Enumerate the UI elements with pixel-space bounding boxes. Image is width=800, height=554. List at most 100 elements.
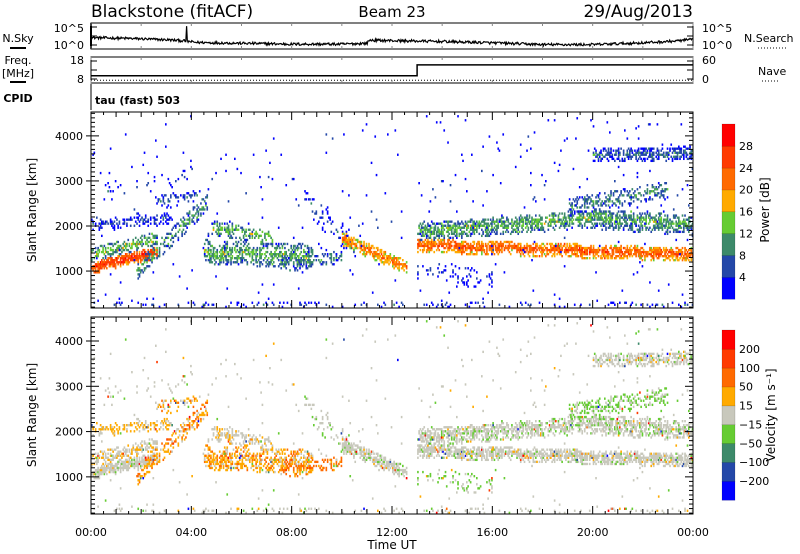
echo-cell (548, 242, 551, 246)
echo-cell (576, 255, 579, 258)
echo-cell (595, 222, 597, 225)
echo-cell (428, 242, 431, 246)
echo-cell (136, 257, 138, 260)
echo-cell (464, 240, 467, 244)
echo-cell (124, 261, 127, 264)
echo-cell (595, 196, 597, 199)
colorbar-tick-label: 24 (739, 162, 753, 175)
echo-cell (586, 214, 589, 217)
echo-cell (473, 240, 476, 244)
echo-cell (655, 151, 658, 154)
echo-cell (359, 250, 362, 254)
echo-cell (264, 253, 266, 256)
echo-cell (454, 273, 457, 276)
echo-cell (636, 248, 639, 252)
echo-cell (104, 261, 107, 264)
echo-cell (304, 255, 306, 258)
echo-cell (282, 257, 285, 260)
echo-cell (635, 253, 637, 256)
echo-cell (111, 259, 113, 262)
echo-cell (119, 184, 122, 187)
echo-cell (281, 246, 284, 250)
echo-cell (124, 259, 127, 262)
echo-cell (109, 242, 112, 246)
colorbar-swatch (721, 189, 736, 213)
echo-cell (442, 238, 444, 242)
echo-cell (659, 220, 661, 223)
echo-cell (596, 299, 599, 302)
echo-cell (311, 198, 314, 201)
echo-cell (151, 240, 153, 244)
echo-cell (655, 218, 658, 221)
echo-cell (572, 253, 575, 256)
echo-cell (424, 226, 427, 229)
echo-cell (456, 232, 458, 236)
echo-cell (344, 242, 346, 246)
echo-cell (536, 222, 538, 225)
echo-cell (320, 204, 323, 207)
echo-cell (592, 248, 595, 252)
echo-cell (467, 246, 469, 250)
echo-cell (596, 155, 599, 158)
echo-cell (654, 226, 656, 229)
echo-cell (512, 228, 515, 231)
echo-cell (645, 216, 647, 219)
echo-cell (644, 157, 646, 161)
echo-cell (565, 253, 567, 256)
echo-cell (487, 234, 489, 238)
echo-cell (561, 220, 563, 223)
echo-cell (326, 220, 329, 223)
echo-cell (113, 468, 116, 472)
echo-cell (359, 242, 362, 246)
echo-cell (180, 224, 182, 227)
echo-cell (508, 240, 511, 244)
echo-cell (227, 261, 230, 264)
echo-cell (163, 238, 166, 242)
echo-cell (225, 259, 227, 262)
echo-cell (466, 242, 468, 246)
echo-cell (484, 234, 487, 238)
echo-cell (675, 255, 678, 258)
echo-cell (354, 238, 357, 242)
echo-cell (427, 269, 429, 272)
echo-cell (518, 218, 521, 221)
echo-cell (156, 248, 158, 252)
echo-cell (617, 250, 620, 254)
echo-cell (149, 248, 152, 252)
echo-cell (597, 248, 600, 252)
echo-cell (427, 242, 429, 246)
echo-cell (620, 147, 622, 150)
echo-cell (266, 242, 269, 246)
echo-cell (99, 468, 102, 472)
echo-cell (106, 466, 108, 470)
echo-cell (227, 255, 230, 258)
echo-cell (474, 301, 477, 304)
echo-cell (227, 224, 230, 227)
echo-cell (318, 220, 320, 223)
echo-cell (637, 153, 640, 156)
echo-cell (621, 222, 624, 225)
echo-cell (432, 230, 434, 234)
echo-cell (454, 228, 457, 231)
echo-cell (600, 224, 602, 227)
echo-cell (211, 253, 214, 256)
echo-cell (345, 236, 348, 240)
echo-cell (147, 250, 150, 254)
echo-cell (656, 257, 659, 260)
echo-cell (419, 289, 422, 292)
echo-cell (272, 257, 275, 260)
echo-cell (208, 240, 211, 244)
echo-cell (669, 230, 671, 234)
echo-cell (560, 250, 562, 254)
echo-cell (493, 220, 496, 223)
echo-cell (647, 228, 650, 231)
echo-cell (491, 279, 493, 282)
echo-cell (660, 224, 663, 227)
echo-cell (645, 220, 647, 223)
echo-cell (578, 224, 581, 227)
echo-cell (152, 250, 155, 254)
echo-cell (227, 253, 230, 256)
echo-cell (449, 303, 452, 306)
echo-cell (629, 204, 631, 207)
echo-cell (440, 244, 443, 248)
